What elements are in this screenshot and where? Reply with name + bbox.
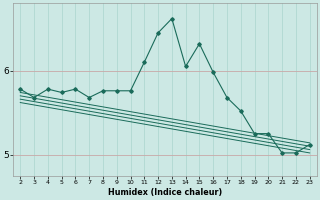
X-axis label: Humidex (Indice chaleur): Humidex (Indice chaleur) xyxy=(108,188,222,197)
